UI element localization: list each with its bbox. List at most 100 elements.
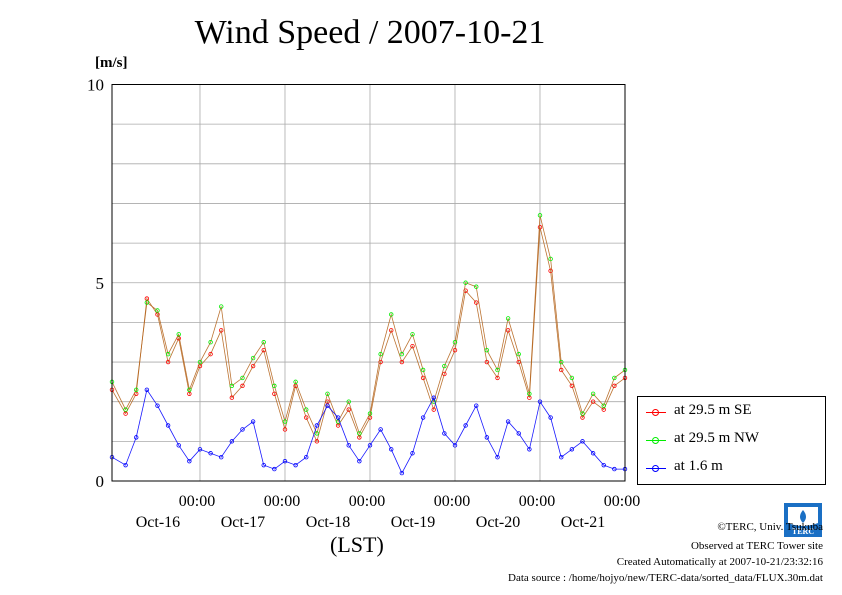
x-tick-date: Oct-18 (306, 514, 350, 531)
series-point-0 (410, 343, 415, 349)
legend-marker-1m (652, 465, 659, 472)
series-point-0 (505, 328, 511, 333)
series-point-2 (420, 415, 426, 420)
series-point-0 (208, 351, 213, 357)
series-point-1 (176, 332, 181, 337)
series-point-2 (282, 458, 288, 464)
series-point-1 (240, 375, 245, 381)
x-tick-date: Oct-19 (391, 514, 435, 531)
series-point-1 (325, 391, 330, 396)
series-point-2 (134, 435, 139, 440)
series-point-2 (580, 439, 585, 444)
y-axis-unit: [m/s] (95, 55, 128, 71)
series-point-1 (410, 332, 415, 337)
legend-item-se: at 29.5 m SE (638, 400, 825, 422)
series-point-1 (527, 391, 532, 396)
series-point-0 (590, 399, 596, 404)
series-point-2 (335, 415, 341, 420)
x-tick-date: Oct-16 (136, 514, 180, 531)
series-point-0 (272, 391, 277, 396)
series-point-1 (420, 367, 426, 373)
grid (112, 84, 626, 481)
series-point-1 (272, 383, 277, 389)
legend-item-1m: at 1.6 m (638, 456, 825, 478)
series-point-2 (484, 435, 490, 440)
series-point-0 (495, 375, 500, 381)
chart-title: Wind Speed / 2007-10-21 (194, 14, 546, 51)
footer-observed: Observed at TERC Tower site (690, 540, 823, 552)
series-point-0 (548, 268, 553, 274)
series-point-2 (516, 431, 521, 436)
series-point-1 (346, 399, 351, 404)
series-point-0 (420, 375, 426, 381)
series-line-0 (111, 227, 626, 443)
series-point-0 (559, 367, 564, 373)
legend-marker-nw (652, 437, 659, 444)
series-point-1 (144, 300, 150, 305)
legend-label-nw: at 29.5 m NW (674, 430, 759, 446)
x-tick-date: Oct-17 (221, 514, 265, 531)
x-tick-time: 00:00 (349, 493, 385, 510)
series-point-2 (431, 395, 436, 400)
series-point-1 (474, 284, 479, 289)
series-point-2 (612, 466, 617, 472)
series-point-1 (314, 431, 320, 436)
series-point-2 (197, 447, 203, 452)
footer-copyright: ©TERC, Univ. Tsukuba (717, 521, 823, 533)
series-point-1 (590, 391, 596, 396)
series-point-1 (282, 419, 288, 424)
series-point-1 (250, 355, 256, 361)
series-point-1 (569, 375, 575, 381)
legend: at 29.5 m SE at 29.5 m NW at 1.6 m (637, 396, 826, 485)
series-point-2 (569, 447, 575, 452)
series-point-2 (272, 466, 277, 472)
series-point-2 (357, 458, 362, 464)
series-point-2 (144, 387, 150, 393)
series-point-0 (431, 407, 436, 412)
x-tick-date: Oct-20 (476, 514, 520, 531)
series-point-2 (208, 451, 213, 456)
series-point-0 (250, 363, 256, 369)
x-axis-title: (LST) (330, 532, 384, 557)
series-point-2 (495, 455, 500, 460)
series-point-1 (187, 387, 192, 393)
series-point-1 (123, 407, 128, 412)
series-point-2 (304, 455, 309, 460)
series-point-1 (208, 340, 213, 345)
series-point-2 (452, 443, 458, 448)
series-point-2 (505, 419, 511, 424)
x-tick-time: 00:00 (434, 493, 470, 510)
series-point-1 (548, 256, 553, 262)
series-point-0 (389, 328, 394, 333)
series-point-0 (346, 407, 351, 412)
series-point-1 (155, 308, 160, 313)
series-point-1 (293, 379, 298, 385)
series-point-1 (495, 367, 500, 373)
terc-logo-icon: TERC (784, 503, 822, 537)
series-point-2 (410, 451, 415, 456)
tick-layer: 0 5 10 00:00 Oct-16 00:00 Oct-17 00:00 Oct-18 00:… (87, 76, 640, 532)
series-point-0 (282, 427, 288, 432)
series-point-0 (240, 383, 245, 389)
series-point-2 (527, 447, 532, 452)
series-point-1 (399, 351, 405, 357)
series-point-2 (165, 423, 171, 428)
series-point-1 (378, 351, 383, 357)
series-point-1 (442, 363, 447, 369)
series-point-1 (134, 387, 139, 393)
x-tick-time: 00:00 (604, 493, 640, 510)
legend-label-se: at 29.5 m SE (674, 402, 752, 418)
footer-source: Data source : /home/hojyo/new/TERC-data/… (508, 572, 823, 584)
series-layer (109, 213, 628, 476)
x-tick-date: Oct-21 (561, 514, 605, 531)
series-point-2 (314, 423, 320, 428)
footer-created: Created Automatically at 2007-10-21/23:3… (616, 556, 823, 568)
series-point-2 (537, 399, 543, 404)
y-tick-label: 10 (87, 76, 104, 95)
series-point-0 (474, 300, 479, 305)
x-tick-time: 00:00 (179, 493, 215, 510)
series-point-2 (155, 403, 160, 408)
series-point-1 (601, 403, 606, 408)
series-point-2 (261, 462, 266, 468)
